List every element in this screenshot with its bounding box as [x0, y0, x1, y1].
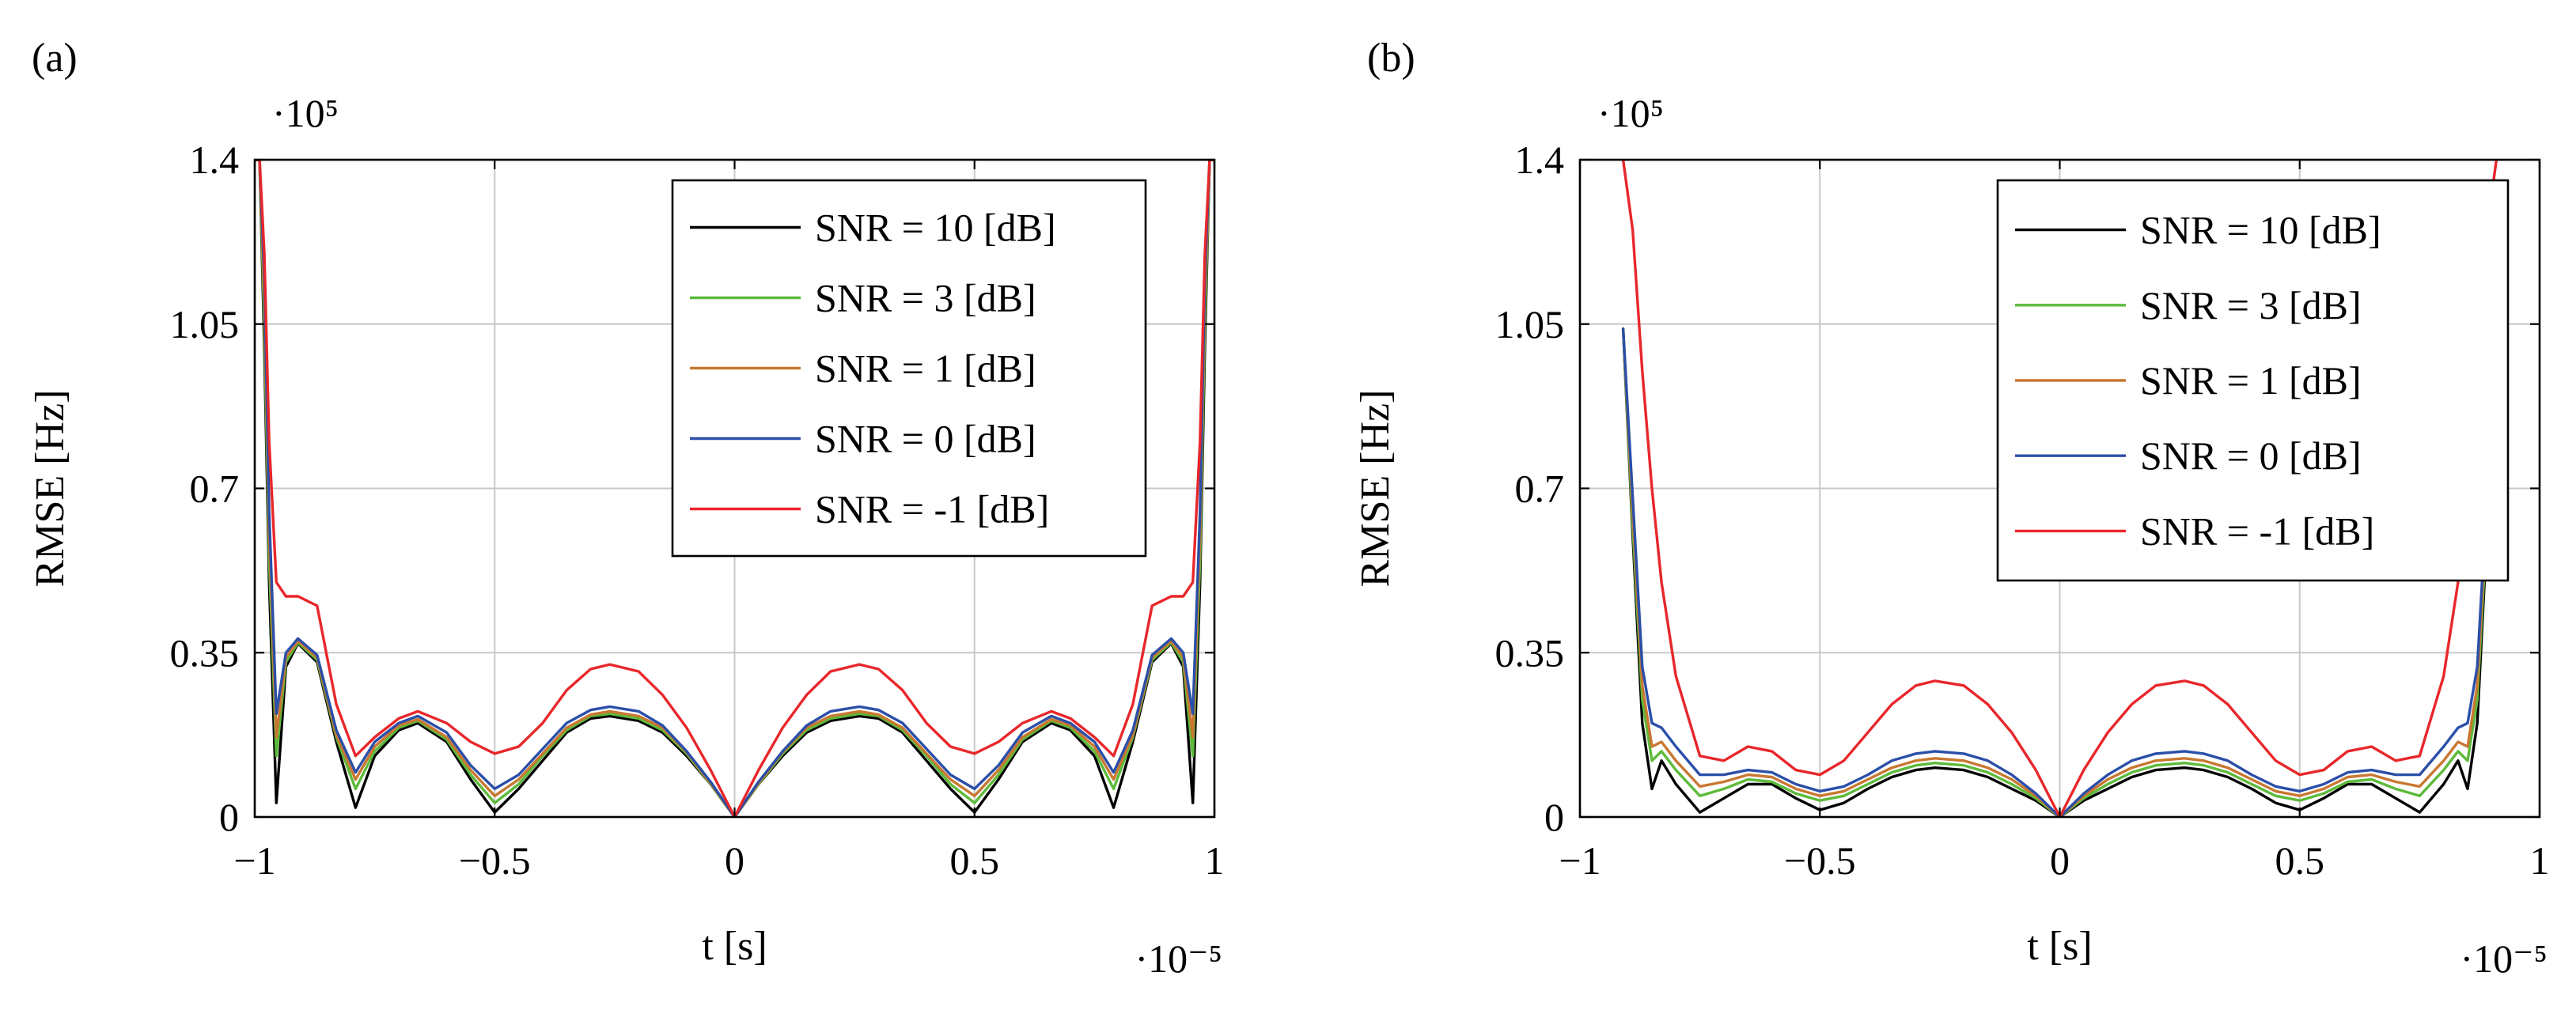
series-line-4 — [1621, 327, 2498, 817]
legend-label: SNR = 10 [dB] — [815, 206, 1056, 250]
series-line-2 — [1621, 327, 2498, 817]
y-tick-label: 1.05 — [170, 302, 240, 346]
x-tick-label: 1 — [1205, 838, 1225, 883]
panel-label: (a) — [32, 36, 78, 81]
series-line-5 — [255, 160, 1214, 817]
panel-label: (b) — [1367, 36, 1415, 81]
legend-label: SNR = 1 [dB] — [2140, 358, 2362, 403]
x-tick-label: −0.5 — [1784, 838, 1856, 883]
chart-panel-1: (a) −1 −0.5 0 0.5 1 0 0.35 0.7 1.05 1.4 ·10⁵ ·10⁻⁵ t … — [28, 36, 1225, 981]
x-tick-label: −0.5 — [459, 838, 531, 883]
series-line-3 — [255, 160, 1214, 817]
x-tick-label: 0.5 — [950, 838, 1000, 883]
chart-panel-2: (b) −1 −0.5 0 0.5 1 0 0.35 0.7 1.05 1.4 ·10⁵ ·10⁻⁵ t … — [1353, 36, 2550, 981]
y-tick-label: 1.4 — [190, 138, 240, 182]
y-tick-label: 0 — [1544, 795, 1564, 839]
y-tick-label: 0 — [219, 795, 239, 839]
y-tick-label: 0.7 — [1515, 467, 1565, 511]
x-tick-label: 0 — [2050, 838, 2070, 883]
series-line-1 — [1621, 327, 2498, 817]
series-line-4 — [255, 160, 1214, 817]
series-line-3 — [1621, 327, 2498, 817]
x-tick-label: −1 — [233, 838, 275, 883]
legend-label: SNR = -1 [dB] — [815, 487, 1049, 531]
series-group — [255, 160, 1214, 817]
legend-label: SNR = 3 [dB] — [815, 276, 1036, 320]
x-tick-label: −1 — [1559, 838, 1601, 883]
y-exponent-label: ·10⁵ — [272, 91, 339, 135]
x-exponent-label: ·10⁻⁵ — [2460, 936, 2548, 981]
legend: SNR = 10 [dB] SNR = 3 [dB] SNR = 1 [dB] SNR… — [671, 179, 1147, 558]
y-tick-label: 0.35 — [1495, 630, 1565, 675]
x-tick-label: 0 — [725, 838, 744, 883]
legend: SNR = 10 [dB] SNR = 3 [dB] SNR = 1 [dB] SNR… — [1996, 179, 2510, 582]
y-tick-label: 0.7 — [190, 467, 240, 511]
legend-label: SNR = -1 [dB] — [2140, 509, 2374, 553]
series-line-1 — [255, 160, 1214, 817]
legend-label: SNR = 3 [dB] — [2140, 283, 2362, 327]
series-line-2 — [255, 160, 1214, 817]
x-tick-label: 0.5 — [2275, 838, 2325, 883]
y-tick-label: 1.05 — [1495, 302, 1565, 346]
y-axis-title: RMSE [Hz] — [1353, 390, 1398, 588]
y-tick-label: 1.4 — [1515, 138, 1565, 182]
legend-label: SNR = 10 [dB] — [2140, 208, 2381, 252]
series-group — [1621, 160, 2498, 817]
legend-label: SNR = 0 [dB] — [815, 417, 1036, 461]
y-exponent-label: ·10⁵ — [1597, 91, 1664, 135]
x-axis-title: t [s] — [2027, 924, 2092, 969]
x-exponent-label: ·10⁻⁵ — [1135, 936, 1222, 981]
legend-label: SNR = 1 [dB] — [815, 346, 1036, 391]
y-axis-title: RMSE [Hz] — [28, 390, 73, 588]
x-tick-label: 1 — [2530, 838, 2550, 883]
x-axis-title: t [s] — [702, 924, 767, 969]
series-line-5 — [1621, 160, 2498, 817]
legend-label: SNR = 0 [dB] — [2140, 433, 2362, 478]
y-tick-label: 0.35 — [170, 630, 240, 675]
